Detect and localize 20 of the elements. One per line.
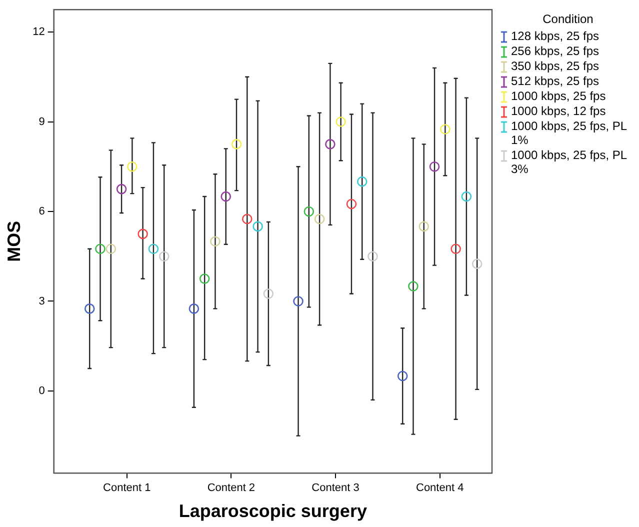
- x-tick-label: Content 2: [207, 482, 256, 494]
- y-axis-title: MOS: [4, 220, 24, 262]
- y-tick-label: 0: [38, 384, 45, 397]
- y-tick-label: 3: [38, 295, 45, 308]
- legend-label: 1000 kbps, 12 fps: [511, 104, 606, 118]
- legend-label: 1000 kbps, 25 fps, PL 3%: [511, 148, 628, 176]
- y-tick-label: 6: [38, 206, 45, 218]
- x-axis-title: Laparoscopic surgery: [178, 501, 367, 522]
- legend-label: 350 kbps, 25 fps: [511, 59, 600, 73]
- legend-label: 512 kbps, 25 fps: [511, 74, 600, 88]
- legend-label: 128 kbps, 25 fps: [511, 29, 600, 43]
- x-tick-label: Content 4: [416, 482, 464, 494]
- legend-label: 1000 kbps, 25 fps, PL 1%: [511, 119, 628, 147]
- x-tick-label: Content 3: [312, 482, 360, 494]
- y-tick-label: 9: [38, 116, 45, 128]
- legend-label: 1000 kbps, 25 fps: [511, 89, 606, 103]
- legend-label: 256 kbps, 25 fps: [511, 44, 600, 58]
- legend-title: Condition: [542, 12, 594, 26]
- y-tick-label: 12: [32, 26, 45, 38]
- x-tick-label: Content 1: [103, 482, 151, 494]
